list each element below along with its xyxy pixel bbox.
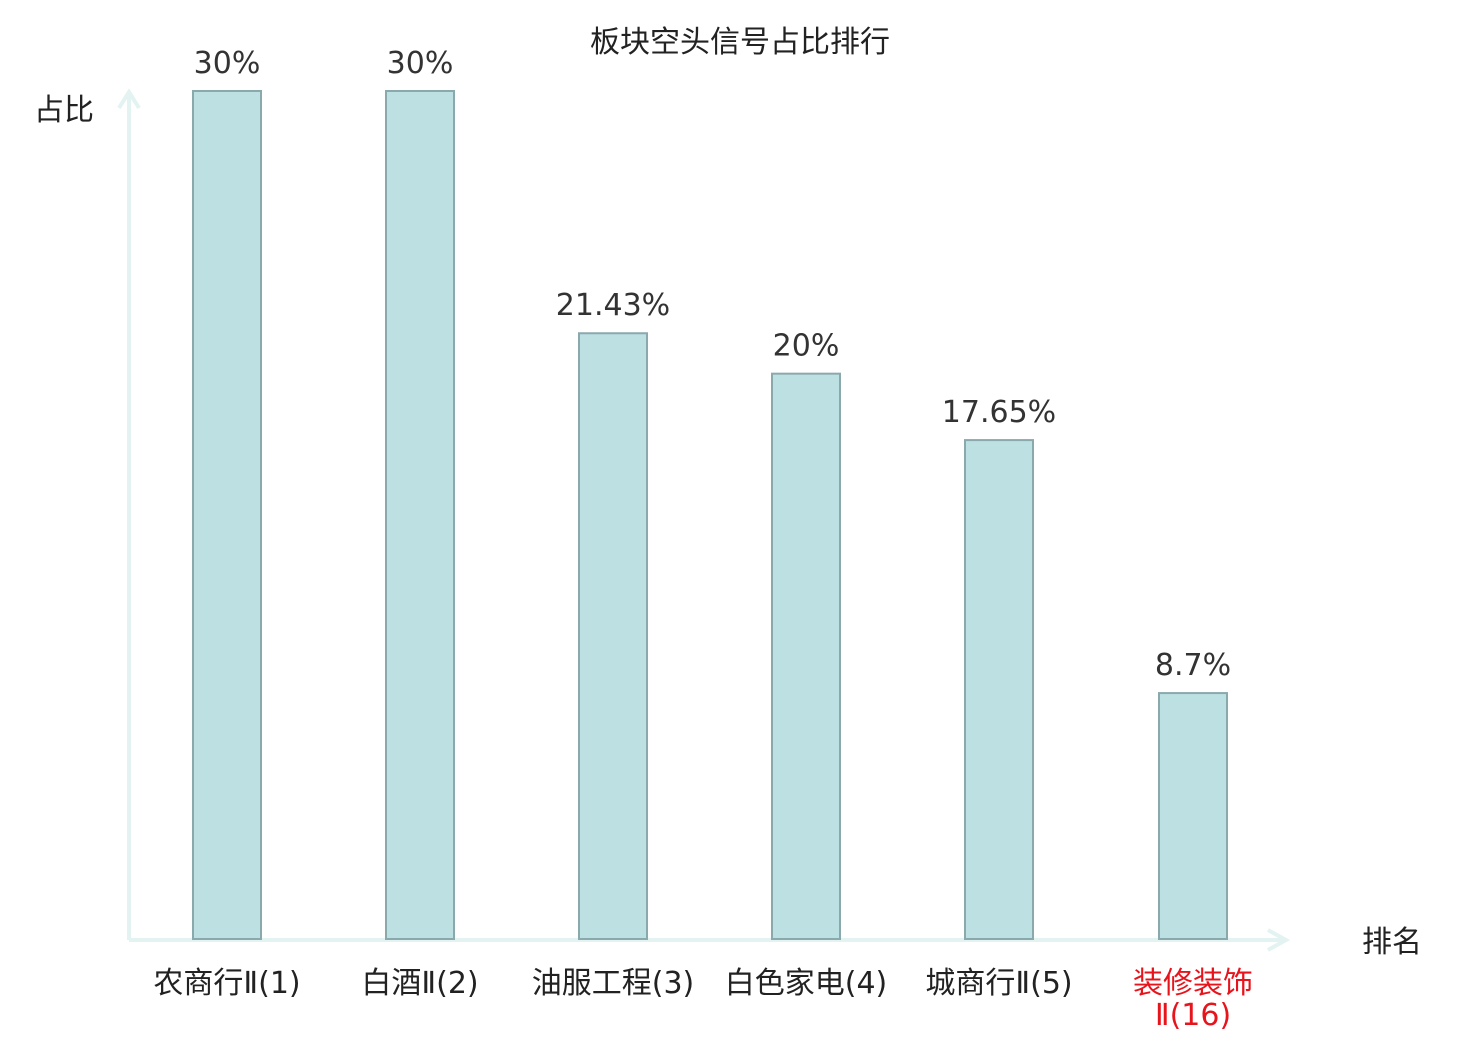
y-axis-label: 占比 — [34, 93, 94, 128]
x-axis-label: 排名 — [1362, 925, 1422, 960]
bar — [771, 372, 841, 940]
x-axis-arrow — [1267, 928, 1291, 952]
category-label: 城商行Ⅱ(5) — [925, 966, 1072, 1001]
chart-title: 板块空头信号占比排行 — [590, 25, 890, 60]
bar-value-label: 8.7% — [1155, 648, 1231, 683]
category-label: 油服工程(3) — [532, 966, 695, 1001]
category-label: 装修装饰 — [1133, 966, 1253, 1001]
category-label: 白酒Ⅱ(2) — [361, 966, 478, 1001]
bar-value-label: 20% — [773, 329, 840, 364]
category-label: 白色家电(4) — [725, 966, 888, 1001]
axes — [117, 88, 1291, 952]
category-labels: 农商行Ⅱ(1) 白酒Ⅱ(2) 油服工程(3) 白色家电(4) 城商行Ⅱ(5) 装修装饰Ⅱ(… — [153, 966, 1253, 1033]
y-axis-arrow — [117, 88, 141, 110]
bar — [385, 90, 455, 940]
bar-value-label: 30% — [387, 46, 454, 81]
bar — [1158, 692, 1228, 941]
bar-value-label: 17.65% — [942, 395, 1056, 430]
bar — [964, 439, 1034, 940]
bar — [578, 332, 648, 940]
category-label: 农商行Ⅱ(1) — [153, 966, 300, 1001]
value-labels: 30% 30% 21.43% 20% 17.65% 8.7% — [194, 46, 1231, 683]
category-label: Ⅱ(16) — [1155, 998, 1231, 1033]
bar-value-label: 30% — [194, 46, 261, 81]
bar-value-label: 21.43% — [556, 288, 670, 323]
bars — [192, 90, 1228, 941]
bar — [192, 90, 262, 940]
